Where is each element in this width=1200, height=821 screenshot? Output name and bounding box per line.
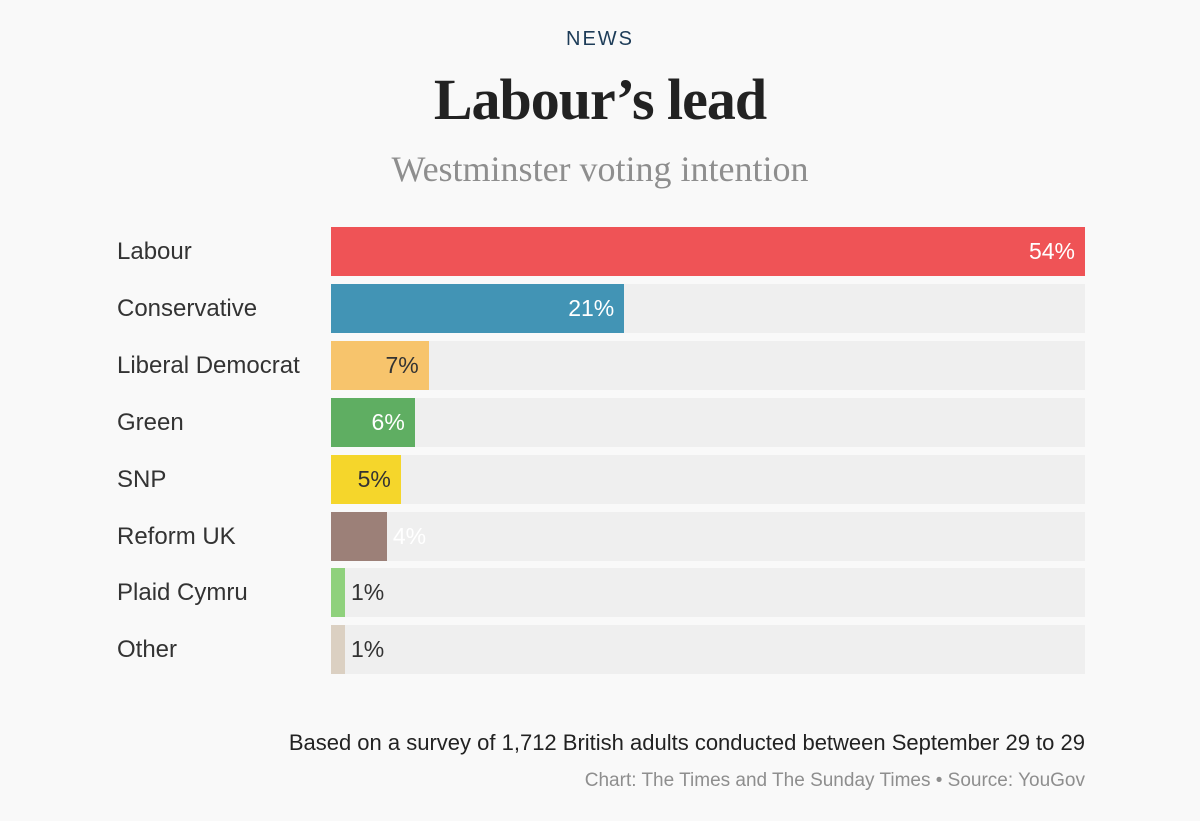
bar-track-plaid-cymru: 1% [331,568,1085,618]
bar-plaid-cymru [331,568,345,618]
source-credit: Chart: The Times and The Sunday Times • … [584,770,1085,791]
survey-note: Based on a survey of 1,712 British adult… [288,730,1085,755]
bar-track-reform-uk: 4% [331,511,1085,561]
category-label-conservative: Conservative [117,294,258,322]
category-label-plaid-cymru: Plaid Cymru [117,579,248,607]
bar-track-conservative: 21% [331,283,1085,333]
bar-track-snp: 5% [331,454,1085,504]
chart-subtitle: Westminster voting intention [391,149,809,189]
value-label-other: 1% [351,636,385,663]
category-label-labour: Labour [117,238,192,265]
bar-snp [331,454,401,504]
bar-track-liberal-democrat: 7% [331,340,1085,390]
category-label-other: Other [117,636,178,664]
bar-reform-uk [331,511,387,561]
value-label-plaid-cymru: 1% [351,579,385,606]
value-label-liberal-democrat: 7% [385,351,419,378]
value-label-green: 6% [371,408,405,435]
value-label-snp: 5% [357,465,391,492]
bar-conservative [331,283,625,333]
bar-liberal-democrat [331,340,429,390]
value-label-conservative: 21% [568,294,615,321]
category-label-green: Green [117,408,184,436]
bar-track-other: 1% [331,625,1085,675]
category-label-snp: SNP [117,465,167,493]
value-label-labour: 54% [1028,238,1075,264]
bar-green [331,397,415,447]
value-label-reform-uk: 4% [392,522,427,549]
bar-other [331,625,345,675]
section-kicker: NEWS [566,28,634,50]
category-label-liberal-democrat: Liberal Democrat [117,351,300,379]
bar-labour [331,227,1085,276]
category-label-reform-uk: Reform UK [117,522,236,550]
bar-track-labour: 54% [331,227,1085,276]
chart-title: Labour’s lead [433,67,767,132]
bar-track-green: 6% [331,397,1085,447]
